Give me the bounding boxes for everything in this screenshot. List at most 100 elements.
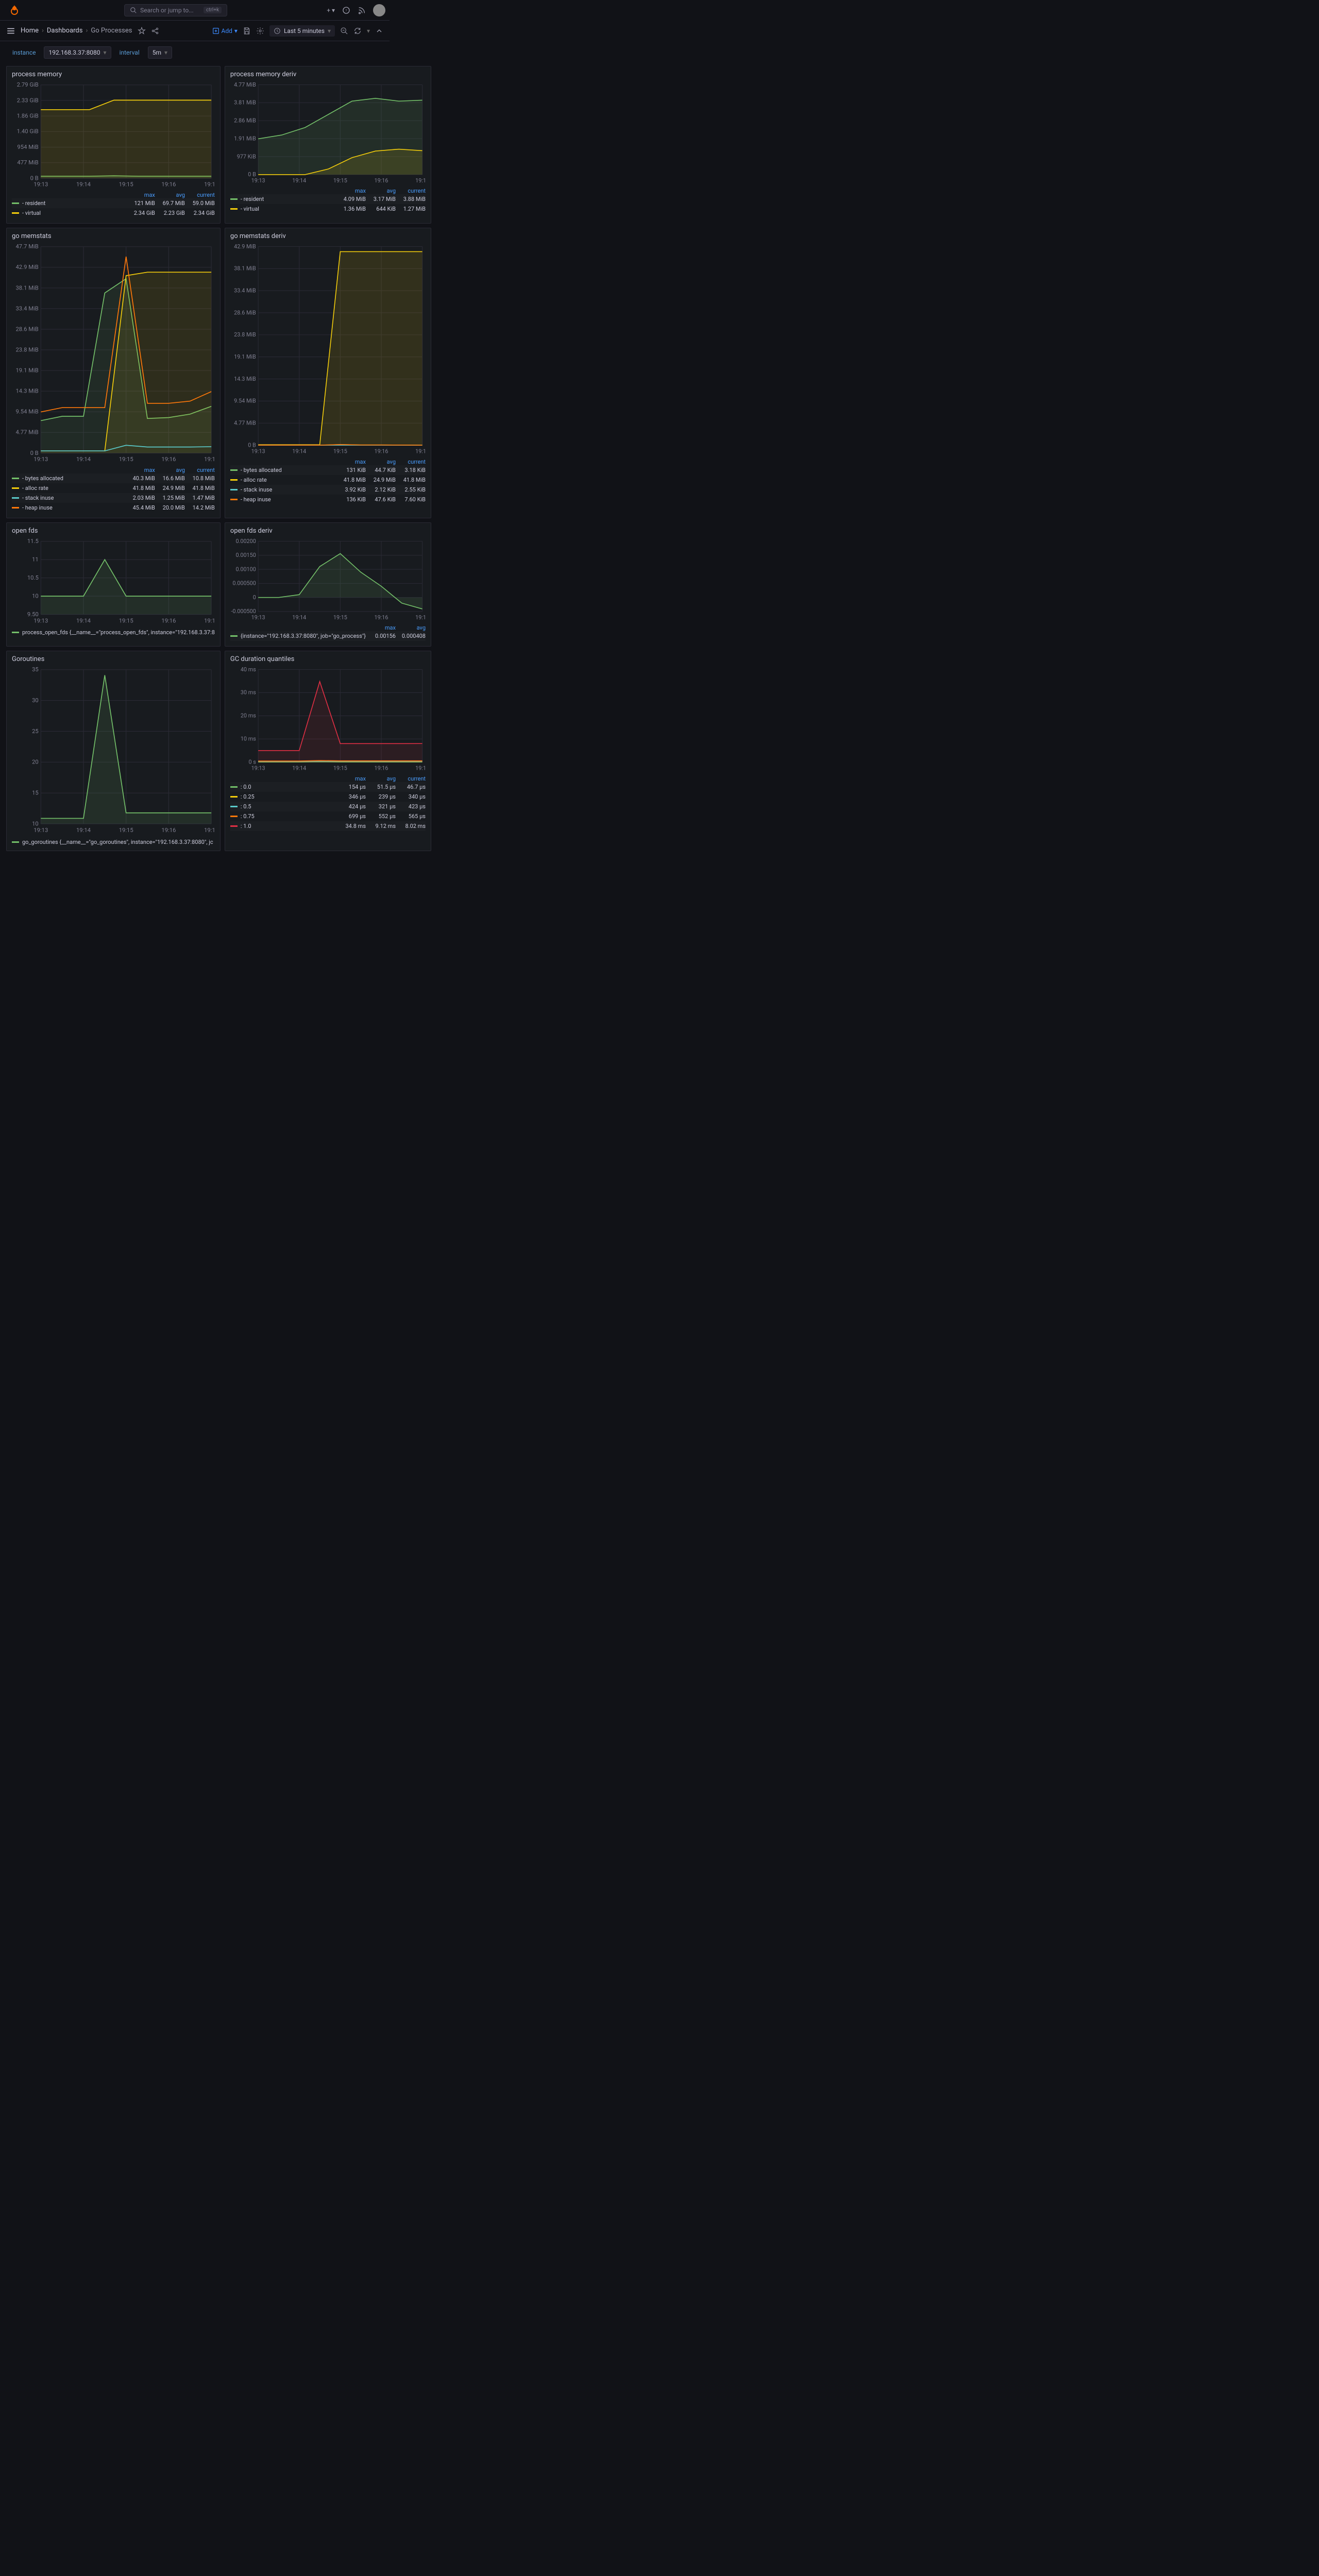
refresh-dropdown[interactable]: ▾ <box>367 27 370 35</box>
chart[interactable]: 0 B4.77 MiB9.54 MiB14.3 MiB19.1 MiB23.8 … <box>230 243 426 455</box>
chart[interactable]: 0 s10 ms20 ms30 ms40 ms19:1319:1419:1519… <box>230 666 426 772</box>
breadcrumb-dashboards[interactable]: Dashboards <box>47 27 83 35</box>
var-instance-label: instance <box>8 47 40 58</box>
svg-text:19:14: 19:14 <box>76 181 91 188</box>
panel-title: open fds deriv <box>230 527 426 535</box>
svg-text:0 B: 0 B <box>30 450 39 456</box>
svg-text:3.81 MiB: 3.81 MiB <box>234 99 256 106</box>
star-icon[interactable] <box>138 27 146 35</box>
legend-row[interactable]: - alloc rate 41.8 MiB24.9 MiB41.8 MiB <box>12 483 215 493</box>
legend-row[interactable]: : 0.5 424 µs321 µs423 µs <box>230 802 426 811</box>
panel-gc: GC duration quantiles0 s10 ms20 ms30 ms4… <box>225 651 431 851</box>
svg-text:19:15: 19:15 <box>119 181 133 188</box>
svg-text:19:14: 19:14 <box>292 177 306 184</box>
chart[interactable]: 0 B477 MiB954 MiB1.40 GiB1.86 GiB2.33 Gi… <box>12 81 215 189</box>
svg-text:10.5: 10.5 <box>27 574 39 581</box>
svg-text:40 ms: 40 ms <box>241 666 256 673</box>
svg-text:19:13: 19:13 <box>251 614 265 621</box>
time-range[interactable]: Last 5 minutes ▾ <box>269 25 335 37</box>
legend-row[interactable]: - virtual 1.36 MiB644 KiB1.27 MiB <box>230 204 426 214</box>
svg-text:19:17: 19:17 <box>204 827 215 834</box>
chart[interactable]: -0.00050000.0005000.001000.001500.002001… <box>230 538 426 621</box>
svg-text:11: 11 <box>32 556 39 563</box>
legend-row[interactable]: : 0.75 699 µs552 µs565 µs <box>230 811 426 821</box>
legend-row[interactable]: {instance="192.168.3.37:8080", job="go_p… <box>230 631 426 641</box>
svg-text:23.8 MiB: 23.8 MiB <box>15 347 38 353</box>
svg-text:1.91 MiB: 1.91 MiB <box>234 135 256 142</box>
legend-row[interactable]: - resident 4.09 MiB3.17 MiB3.88 MiB <box>230 194 426 204</box>
legend-row[interactable]: - resident 121 MiB69.7 MiB59.0 MiB <box>12 198 215 208</box>
var-interval-label: interval <box>115 47 144 58</box>
svg-text:19:16: 19:16 <box>161 617 176 624</box>
svg-text:42.9 MiB: 42.9 MiB <box>234 243 256 250</box>
menu-icon[interactable] <box>6 26 15 36</box>
svg-text:33.4 MiB: 33.4 MiB <box>15 306 38 312</box>
svg-text:4.77 MiB: 4.77 MiB <box>15 429 38 436</box>
svg-text:19:17: 19:17 <box>415 614 426 621</box>
svg-text:977 KiB: 977 KiB <box>237 153 256 160</box>
grafana-logo[interactable] <box>8 4 21 16</box>
rss-icon[interactable] <box>358 6 366 14</box>
varbar: instance 192.168.3.37:8080▾ interval 5m▾ <box>0 41 390 64</box>
svg-text:2.86 MiB: 2.86 MiB <box>234 117 256 124</box>
svg-text:20 ms: 20 ms <box>241 713 256 719</box>
breadcrumb: Home › Dashboards › Go Processes <box>21 27 132 35</box>
legend-row[interactable]: process_open_fds {__name__="process_open… <box>12 629 215 636</box>
legend-row[interactable]: go_goroutines {__name__="go_goroutines",… <box>12 839 215 845</box>
share-icon[interactable] <box>151 27 159 35</box>
svg-text:0 B: 0 B <box>30 175 39 181</box>
clock-icon <box>274 27 281 35</box>
svg-text:19:14: 19:14 <box>292 448 306 454</box>
svg-text:19:16: 19:16 <box>161 456 176 463</box>
svg-text:19:17: 19:17 <box>415 177 426 184</box>
legend-row[interactable]: : 1.0 34.8 ms9.12 ms8.02 ms <box>230 821 426 831</box>
avatar[interactable] <box>373 4 385 16</box>
search-input[interactable]: Search or jump to... ctrl+k <box>124 4 227 16</box>
svg-text:0.00150: 0.00150 <box>235 552 256 558</box>
save-icon[interactable] <box>243 27 251 35</box>
svg-text:0: 0 <box>253 594 256 601</box>
search-placeholder: Search or jump to... <box>140 7 194 14</box>
legend-row[interactable]: - alloc rate 41.8 MiB24.9 MiB41.8 MiB <box>230 475 426 485</box>
svg-text:19:14: 19:14 <box>76 617 91 624</box>
svg-text:30 ms: 30 ms <box>241 689 256 696</box>
svg-text:19:13: 19:13 <box>33 827 48 834</box>
refresh-icon[interactable] <box>353 27 362 35</box>
legend-row[interactable]: - bytes allocated 131 KiB44.7 KiB3.18 Ki… <box>230 465 426 475</box>
gear-icon[interactable] <box>256 27 264 35</box>
legend-row[interactable]: - heap inuse 136 KiB47.6 KiB7.60 KiB <box>230 495 426 504</box>
legend-row[interactable]: : 0.25 346 µs239 µs340 µs <box>230 792 426 802</box>
chevron-up-icon[interactable] <box>375 27 383 35</box>
help-icon[interactable]: ? <box>342 6 350 14</box>
legend-row[interactable]: - virtual 2.34 GiB2.23 GiB2.34 GiB <box>12 208 215 218</box>
svg-text:477 MiB: 477 MiB <box>17 159 38 166</box>
svg-text:19:16: 19:16 <box>374 177 388 184</box>
svg-text:0.000500: 0.000500 <box>232 580 256 586</box>
breadcrumb-home[interactable]: Home <box>21 27 39 35</box>
svg-text:4.77 MiB: 4.77 MiB <box>234 420 256 427</box>
svg-text:19:13: 19:13 <box>251 177 265 184</box>
svg-text:42.9 MiB: 42.9 MiB <box>15 264 38 270</box>
legend-row[interactable]: - bytes allocated 40.3 MiB16.6 MiB10.8 M… <box>12 473 215 483</box>
svg-text:28.6 MiB: 28.6 MiB <box>15 326 38 333</box>
legend-row[interactable]: - stack inuse 2.03 MiB1.25 MiB1.47 MiB <box>12 493 215 503</box>
svg-text:19:13: 19:13 <box>33 617 48 624</box>
legend-row[interactable]: : 0.0 154 µs51.5 µs46.7 µs <box>230 782 426 792</box>
chart[interactable]: 0 B977 KiB1.91 MiB2.86 MiB3.81 MiB4.77 M… <box>230 81 426 184</box>
var-instance[interactable]: 192.168.3.37:8080▾ <box>44 46 111 59</box>
svg-text:4.77 MiB: 4.77 MiB <box>234 81 256 88</box>
legend-row[interactable]: - heap inuse 45.4 MiB20.0 MiB14.2 MiB <box>12 503 215 513</box>
chart[interactable]: 10152025303519:1319:1419:1519:1619:17 <box>12 666 215 834</box>
svg-text:19:17: 19:17 <box>204 456 215 463</box>
svg-text:11.5: 11.5 <box>27 538 39 545</box>
chart[interactable]: 9.501010.51111.519:1319:1419:1519:1619:1… <box>12 538 215 625</box>
svg-text:20: 20 <box>32 759 39 766</box>
add-button[interactable]: Add ▾ <box>212 27 238 35</box>
svg-text:33.4 MiB: 33.4 MiB <box>234 287 256 294</box>
var-interval[interactable]: 5m▾ <box>148 46 172 59</box>
plus-icon[interactable]: + ▾ <box>327 7 335 14</box>
zoom-out-icon[interactable] <box>340 27 348 35</box>
legend-row[interactable]: - stack inuse 3.92 KiB2.12 KiB2.55 KiB <box>230 485 426 495</box>
chart[interactable]: 0 B4.77 MiB9.54 MiB14.3 MiB19.1 MiB23.8 … <box>12 243 215 464</box>
svg-text:9.50: 9.50 <box>27 611 39 618</box>
